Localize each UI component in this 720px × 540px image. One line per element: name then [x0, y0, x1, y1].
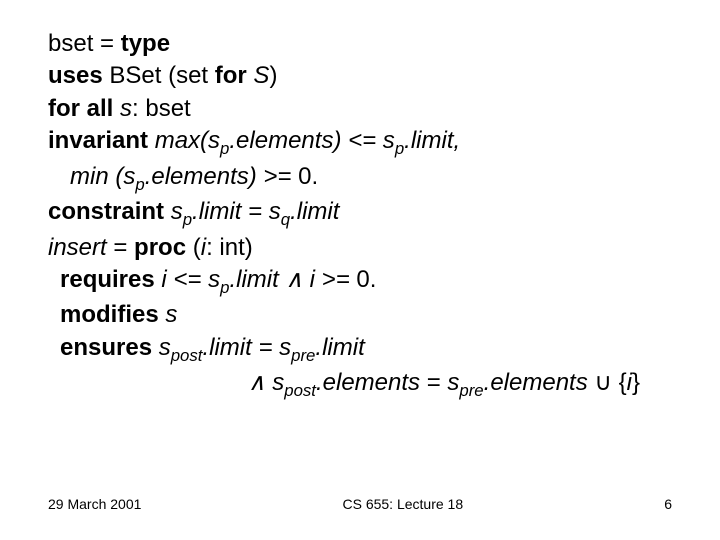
- txt: i <= s: [161, 266, 220, 293]
- txt: .elements) >=: [145, 163, 298, 190]
- line-8: requires i <= sp.limit ∧ i >= 0.: [48, 264, 672, 299]
- txt: proc: [134, 234, 193, 261]
- txt: s: [159, 334, 171, 361]
- subscript: p: [395, 139, 404, 158]
- txt: 0.: [298, 163, 318, 190]
- subscript: pre: [291, 346, 315, 365]
- subscript: p: [135, 174, 144, 193]
- txt: .elements: [316, 369, 427, 396]
- txt: {: [612, 369, 627, 396]
- txt: }: [632, 369, 640, 396]
- txt: =: [427, 369, 448, 396]
- line-6: constraint sp.limit = sq.limit: [48, 196, 672, 231]
- txt: (: [193, 234, 201, 261]
- txt: i >=: [303, 266, 356, 293]
- txt: invariant: [48, 127, 155, 154]
- txt: S: [253, 62, 269, 89]
- subscript: p: [220, 139, 229, 158]
- line-9: modifies s: [48, 299, 672, 331]
- line-11: ∧ spost.elements = spre.elements ∪ {i}: [48, 367, 672, 402]
- txt: .limit,: [404, 127, 460, 154]
- txt: : bset: [132, 95, 191, 122]
- txt: max(s: [155, 127, 220, 154]
- txt: min (s: [70, 163, 135, 190]
- txt: s: [447, 369, 459, 396]
- line-10: ensures spost.limit = spre.limit: [48, 332, 672, 367]
- txt: constraint: [48, 198, 171, 225]
- txt: .limit: [229, 266, 285, 293]
- line-5: min (sp.elements) >= 0.: [48, 161, 672, 196]
- slide-body: bset = type uses BSet (set for S) for al…: [0, 0, 720, 403]
- subscript: q: [281, 210, 290, 229]
- txt: for all: [48, 95, 120, 122]
- txt: .elements: [484, 369, 595, 396]
- txt: insert: [48, 234, 113, 261]
- txt: .limit: [315, 334, 364, 361]
- txt: s: [165, 301, 177, 328]
- txt: =: [113, 234, 134, 261]
- line-4: invariant max(sp.elements) <= sp.limit,: [48, 125, 672, 160]
- footer: 29 March 2001 CS 655: Lecture 18 6: [48, 496, 672, 512]
- footer-date: 29 March 2001: [48, 496, 141, 512]
- subscript: p: [183, 210, 192, 229]
- footer-page: 6: [664, 496, 672, 512]
- and-symbol: ∧: [248, 370, 266, 396]
- subscript: post: [284, 381, 316, 400]
- txt: s: [171, 198, 183, 225]
- txt: ensures: [60, 334, 159, 361]
- txt: bset =: [48, 30, 121, 57]
- txt: .limit = s: [202, 334, 291, 361]
- line-3: for all s: bset: [48, 93, 672, 125]
- txt: .limit: [290, 198, 339, 225]
- txt: .elements) <= s: [229, 127, 394, 154]
- txt: : int): [206, 234, 253, 261]
- subscript: pre: [459, 381, 483, 400]
- txt: type: [121, 30, 170, 57]
- line-1: bset = type: [48, 28, 672, 60]
- txt: s: [266, 369, 285, 396]
- txt: 0.: [356, 266, 376, 293]
- txt: .limit = s: [192, 198, 281, 225]
- subscript: post: [171, 346, 203, 365]
- txt: requires: [60, 266, 161, 293]
- union-symbol: ∪: [594, 370, 612, 396]
- txt: uses: [48, 62, 103, 89]
- txt: ): [269, 62, 277, 89]
- txt: for: [215, 62, 254, 89]
- line-2: uses BSet (set for S): [48, 60, 672, 92]
- txt: modifies: [60, 301, 165, 328]
- txt: BSet (set: [103, 62, 215, 89]
- footer-title: CS 655: Lecture 18: [342, 496, 463, 512]
- and-symbol: ∧: [285, 267, 303, 293]
- line-7: insert = proc (i: int): [48, 232, 672, 264]
- txt: s: [120, 95, 132, 122]
